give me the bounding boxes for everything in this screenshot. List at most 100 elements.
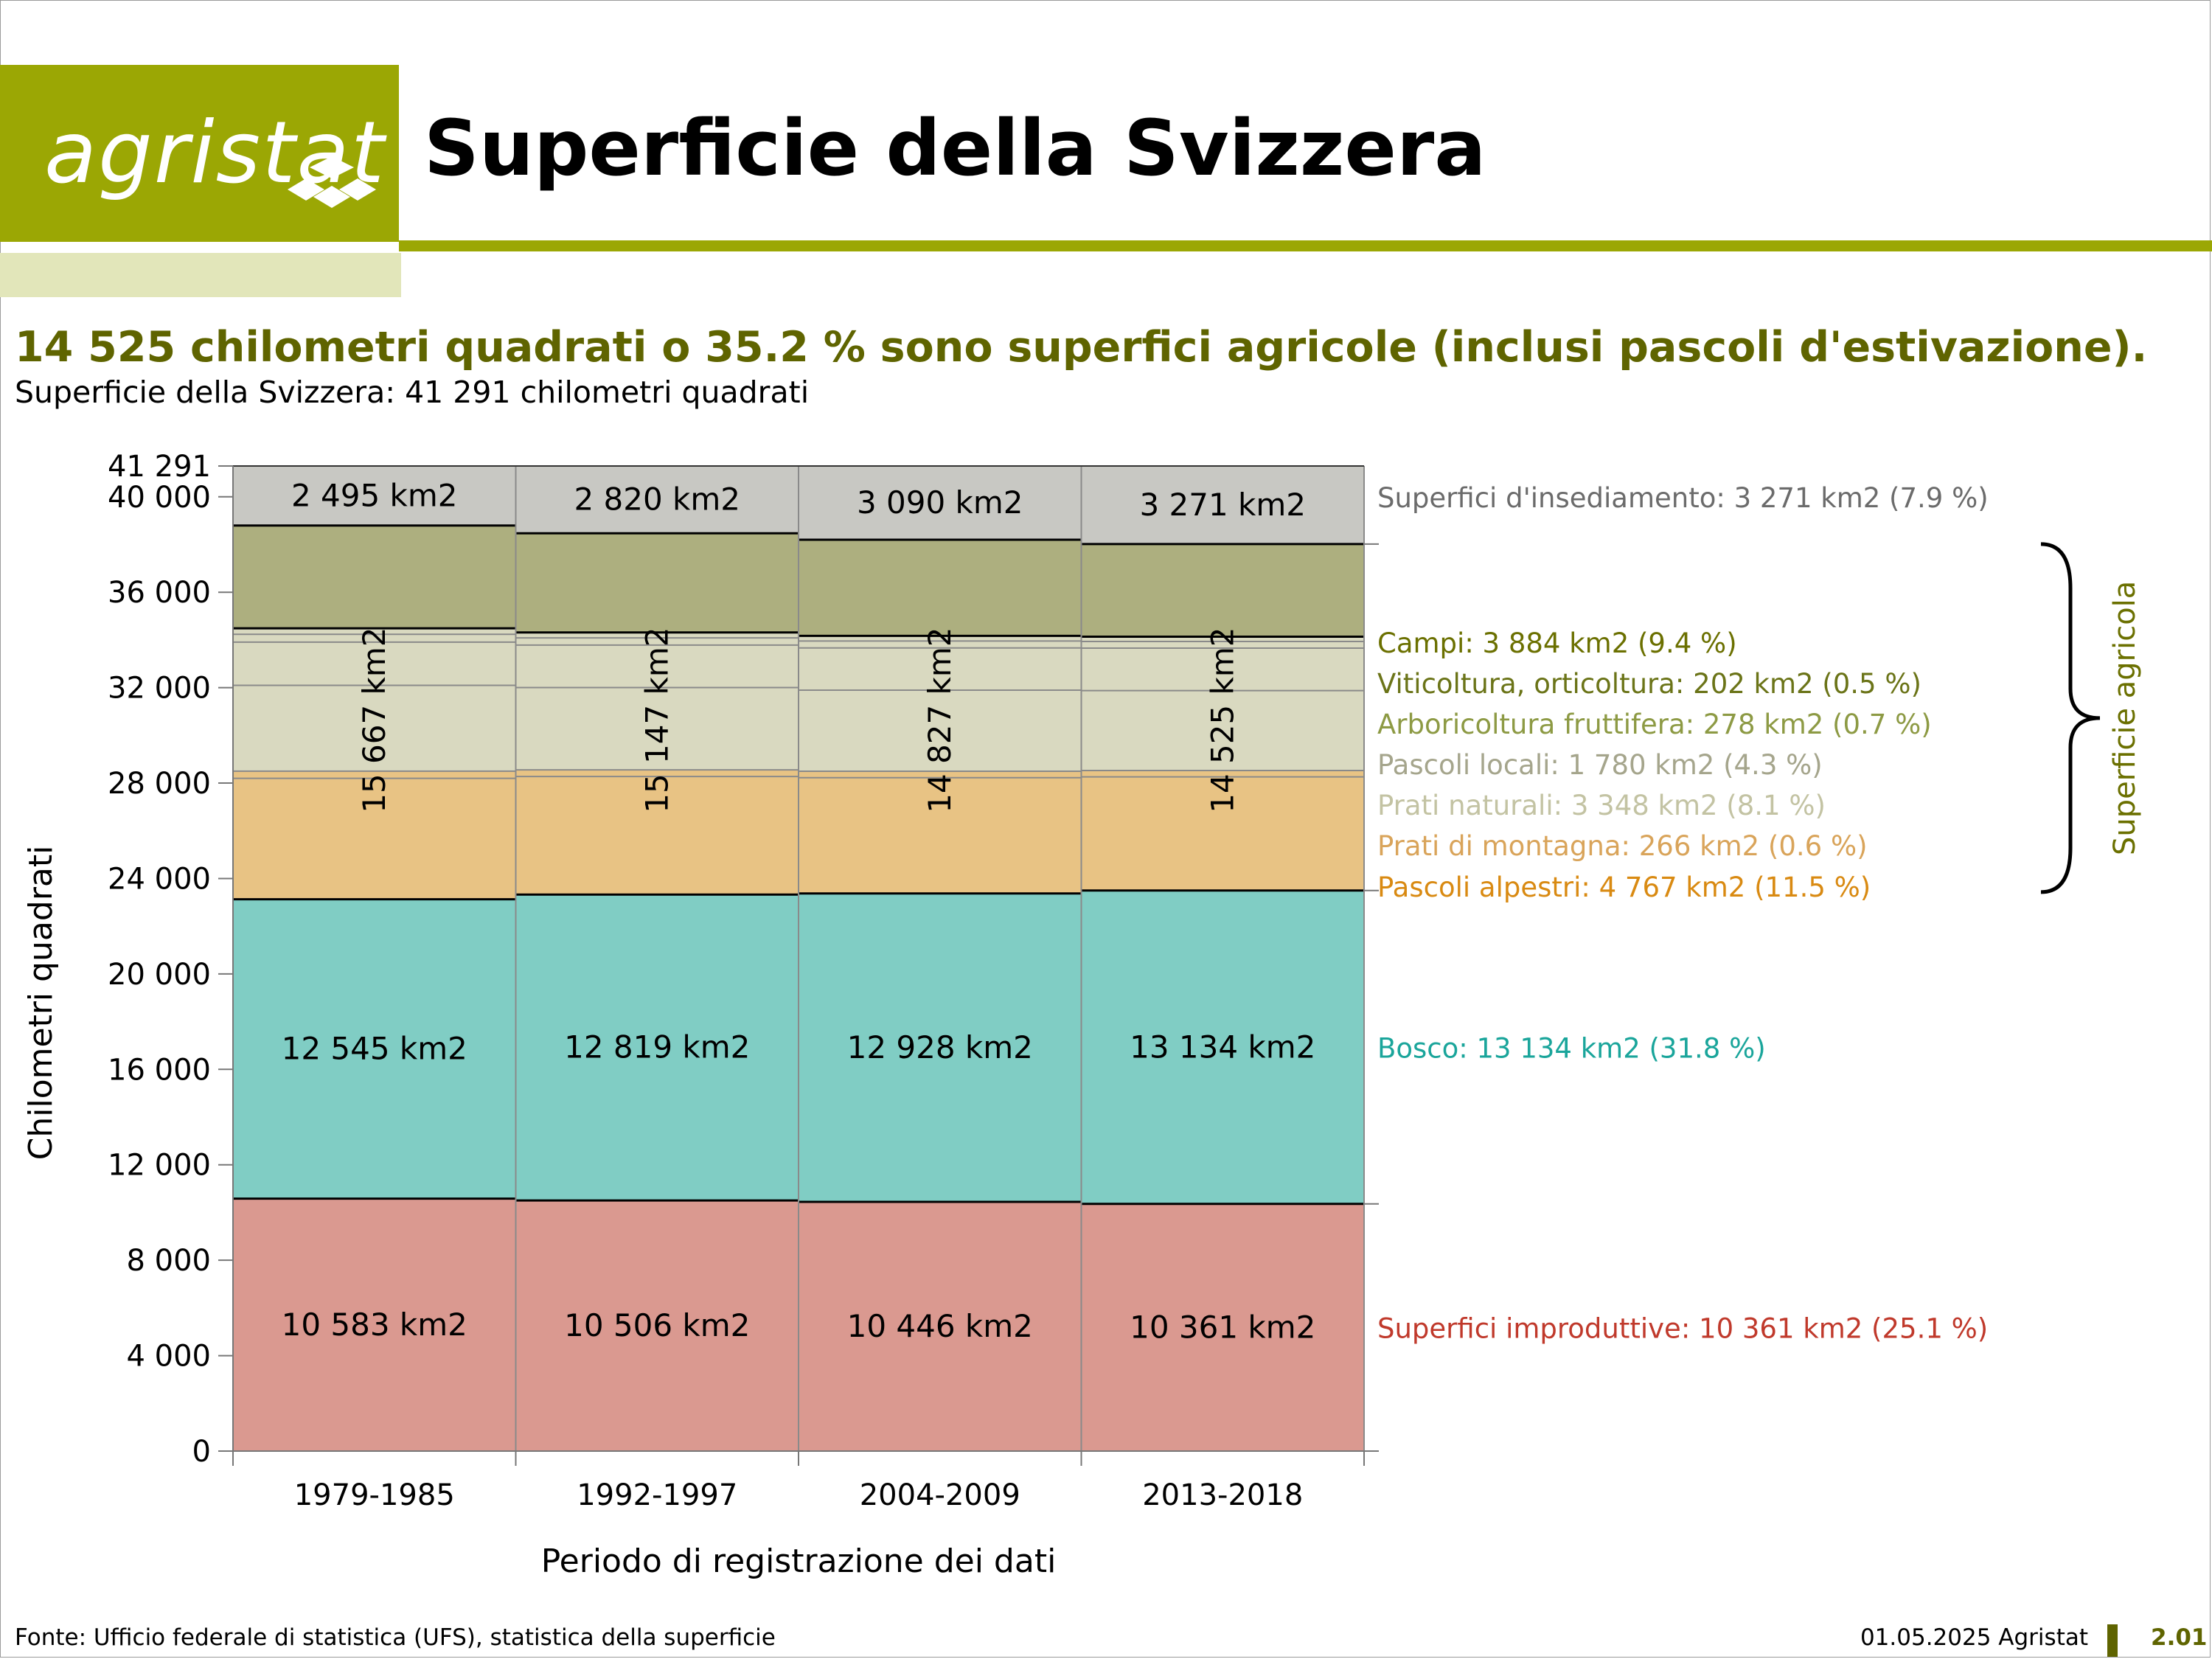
bar-segment: [233, 634, 516, 642]
bar-segment: [1081, 466, 1364, 544]
legend-label: Viticoltura, orticoltura: 202 km2 (0.5 %…: [1377, 668, 1921, 700]
legend-label: Bosco: 13 134 km2 (31.8 %): [1377, 1032, 1766, 1064]
data-label: 3 271 km2: [1139, 487, 1306, 523]
legend-label: Arboricoltura fruttifera: 278 km2 (0.7 %…: [1377, 709, 1932, 740]
y-tick-label: 8 000: [126, 1244, 211, 1278]
data-label: 14 827 km2: [922, 627, 958, 813]
area-chart: 0 4 000 8 000 12 000 16 000 20 000 24 000 28 00…: [22, 450, 2142, 1580]
y-tick-label: 0: [192, 1435, 211, 1469]
bar-segment: [799, 1202, 1082, 1451]
legend-label: Pascoli locali: 1 780 km2 (4.3 %): [1377, 749, 1823, 781]
bar-segment: [233, 899, 516, 1199]
y-tick-label: 12 000: [108, 1149, 211, 1183]
footer-source: Fonte: Ufficio federale di statistica (U…: [15, 1624, 776, 1651]
data-label: 2 820 km2: [574, 481, 740, 518]
data-label: 2 495 km2: [291, 477, 458, 513]
brace-icon: [2040, 542, 2101, 894]
logo-diamonds-icon: [288, 156, 376, 208]
data-label: 10 583 km2: [282, 1307, 467, 1343]
bar-segment: [799, 636, 1082, 641]
bar-segment: [1081, 636, 1364, 642]
data-label: 12 819 km2: [564, 1029, 750, 1065]
y-tick-label: 20 000: [108, 958, 211, 992]
legend-label: Prati di montagna: 266 km2 (0.6 %): [1377, 830, 1868, 862]
bar-segment: [233, 771, 516, 779]
footer-page-number: 2.01: [2151, 1624, 2208, 1651]
bar-segment: [1081, 641, 1364, 649]
x-tick-label: 1979-1985: [294, 1478, 455, 1512]
bar-segment: [515, 644, 799, 688]
bar-segment: [799, 539, 1082, 636]
logo-sub-band: [0, 253, 401, 297]
data-label: 10 506 km2: [564, 1307, 750, 1343]
bar-segment: [1081, 543, 1364, 637]
bar-segment: [233, 525, 516, 629]
y-tick-label: 41 291: [108, 450, 211, 484]
x-tick-label: 2013-2018: [1142, 1478, 1303, 1512]
bar-segment: [515, 776, 799, 895]
data-label: 10 361 km2: [1130, 1309, 1315, 1345]
bar-segment: [799, 893, 1082, 1203]
bar-segment: [233, 1198, 516, 1451]
y-tick-label: 40 000: [108, 481, 211, 515]
bar-segment: [233, 628, 516, 635]
bar-segment: [799, 771, 1082, 778]
footer-accent-bar: [2107, 1624, 2118, 1657]
subline: Superficie della Svizzera: 41 291 chilom…: [15, 375, 810, 410]
bar-segment: [515, 1200, 799, 1451]
bar-segment: [233, 685, 516, 771]
y-tick-label: 24 000: [108, 862, 211, 896]
y-tick-label: 32 000: [108, 672, 211, 706]
bar-segment: [1081, 690, 1364, 771]
headline: 14 525 chilometri quadrati o 35.2 % sono…: [15, 323, 2148, 372]
logo-text: agristat: [44, 103, 386, 203]
bar-segment: [515, 638, 799, 645]
x-tick-label: 2004-2009: [860, 1478, 1020, 1512]
data-label: 10 446 km2: [847, 1308, 1033, 1344]
bar-segment: [233, 641, 516, 686]
bar-segment: [799, 690, 1082, 772]
x-tick-label: 1992-1997: [577, 1478, 737, 1512]
legend-label: Campi: 3 884 km2 (9.4 %): [1377, 627, 1737, 659]
legend-label: Superfici d'insediamento: 3 271 km2 (7.9…: [1377, 482, 1989, 514]
bar-segment: [233, 466, 516, 526]
bar-segment: [799, 466, 1082, 540]
bar-segment: [233, 778, 516, 900]
data-label: 14 525 km2: [1204, 627, 1240, 813]
bar-segment: [515, 894, 799, 1201]
data-label: 3 090 km2: [857, 484, 1023, 521]
bar-segment: [1081, 648, 1364, 691]
header-rule: [399, 240, 2212, 251]
y-tick-label: 16 000: [108, 1053, 211, 1087]
bar-segment: [515, 632, 799, 639]
y-axis-label: Chilometri quadrati: [22, 846, 60, 1161]
y-tick-label: 4 000: [126, 1340, 211, 1374]
footer-date: 01.05.2025 Agristat: [1860, 1624, 2088, 1651]
bar-segment: [515, 533, 799, 633]
data-label: 15 147 km2: [639, 627, 675, 813]
bar-segment: [515, 770, 799, 777]
y-tick-label: 36 000: [108, 576, 211, 610]
data-label: 12 928 km2: [847, 1029, 1033, 1065]
data-label: 13 134 km2: [1130, 1029, 1315, 1065]
bar-segment: [515, 687, 799, 771]
bar-segment: [799, 777, 1082, 894]
bar-segment: [1081, 776, 1364, 891]
bar-segment: [799, 647, 1082, 691]
bar-segment: [515, 466, 799, 534]
bar-segment: [1081, 770, 1364, 777]
data-label: 15 667 km2: [356, 627, 392, 813]
x-axis-label: Periodo di registrazione dei dati: [541, 1543, 1057, 1580]
brace-label: Superficie agricola: [2108, 581, 2142, 855]
logo-box: [0, 65, 399, 242]
page-title: Superficie della Svizzera: [424, 103, 1486, 193]
bar-segment: [1081, 1203, 1364, 1451]
bar-segment: [1081, 890, 1364, 1204]
data-label: 12 545 km2: [282, 1031, 467, 1067]
y-tick-label: 28 000: [108, 767, 211, 801]
legend-label: Pascoli alpestri: 4 767 km2 (11.5 %): [1377, 872, 1871, 903]
legend-label: Superfici improduttive: 10 361 km2 (25.1…: [1377, 1312, 1988, 1344]
legend-label: Prati naturali: 3 348 km2 (8.1 %): [1377, 790, 1826, 821]
bar-segment: [799, 641, 1082, 648]
